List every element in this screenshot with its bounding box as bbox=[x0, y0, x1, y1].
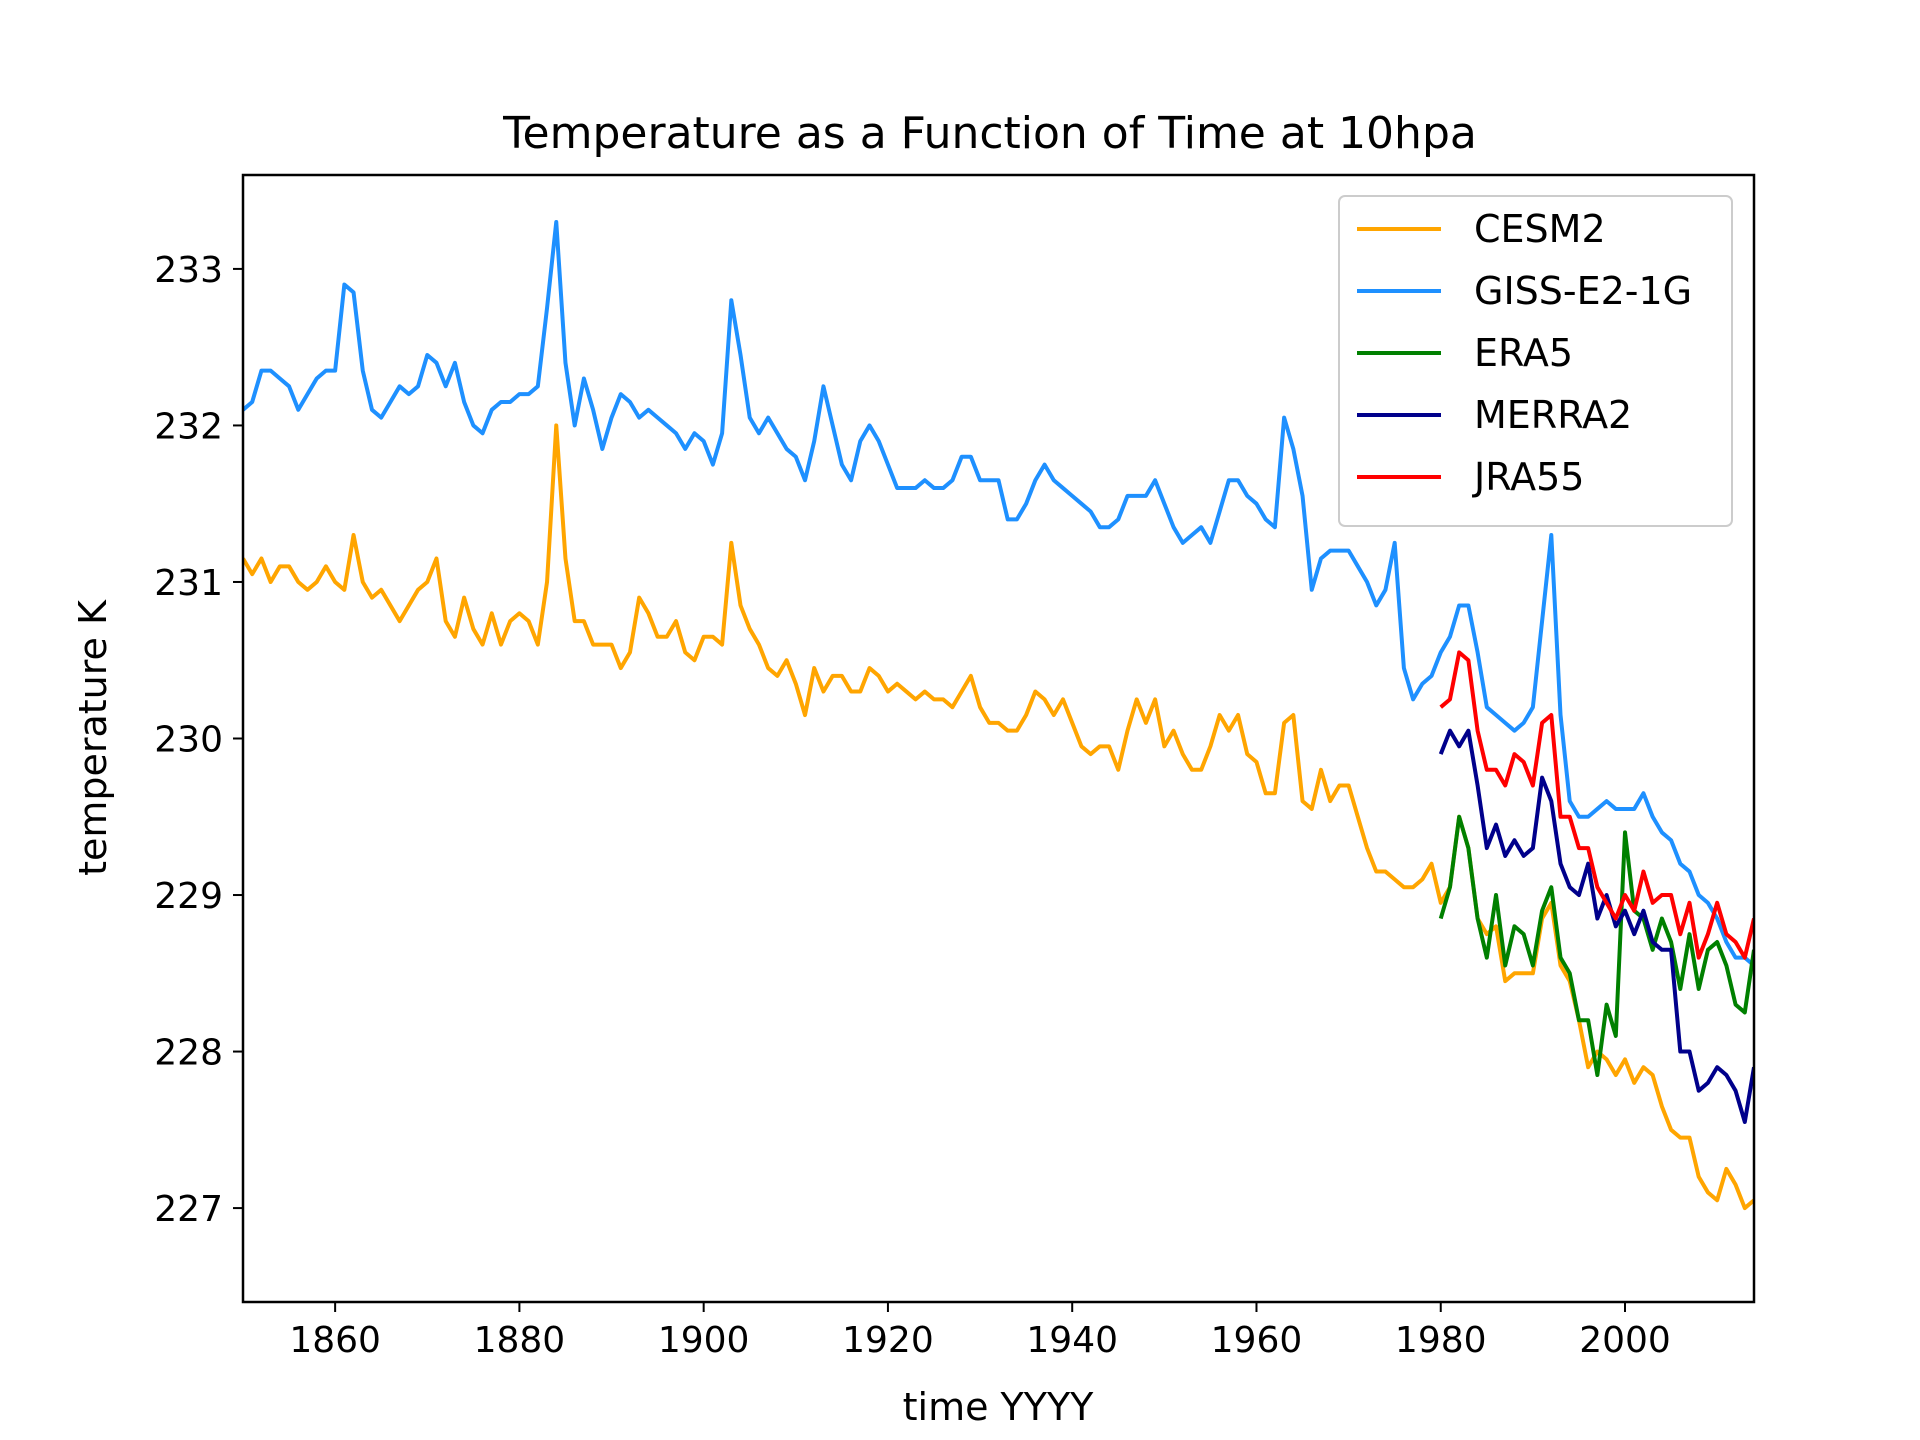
y-tick-label: 227 bbox=[154, 1189, 223, 1230]
x-axis: 1860 1880 1900 1920 1940 1960 1980 2000 bbox=[289, 1302, 1671, 1361]
legend-label: GISS-E2-1G bbox=[1474, 269, 1692, 313]
series-line-era5 bbox=[1438, 814, 1754, 1078]
y-tick-label: 232 bbox=[154, 406, 223, 447]
x-axis-label: time YYYY bbox=[903, 1385, 1095, 1429]
y-tick-label: 229 bbox=[154, 876, 223, 917]
legend-label: JRA55 bbox=[1472, 455, 1584, 499]
y-tick-label: 230 bbox=[154, 720, 223, 761]
series-line-merra2 bbox=[1438, 728, 1754, 1124]
x-tick-label: 1940 bbox=[1026, 1320, 1118, 1361]
y-tick-label: 231 bbox=[154, 563, 223, 604]
chart-title: Temperature as a Function of Time at 10h… bbox=[502, 108, 1477, 159]
series-line-cesm2 bbox=[243, 423, 1754, 1211]
y-tick-label: 233 bbox=[154, 250, 223, 291]
x-tick-label: 1980 bbox=[1395, 1320, 1487, 1361]
y-axis: 227 228 229 230 231 232 233 bbox=[154, 250, 243, 1230]
x-tick-label: 1860 bbox=[289, 1320, 381, 1361]
x-tick-label: 2000 bbox=[1579, 1320, 1671, 1361]
x-tick-label: 1900 bbox=[658, 1320, 750, 1361]
y-tick-label: 228 bbox=[154, 1033, 223, 1074]
x-tick-label: 1880 bbox=[474, 1320, 566, 1361]
legend-label: MERRA2 bbox=[1474, 393, 1632, 437]
x-tick-label: 1920 bbox=[842, 1320, 934, 1361]
x-tick-label: 1960 bbox=[1211, 1320, 1303, 1361]
legend: CESM2 GISS-E2-1G ERA5 MERRA2 JRA55 bbox=[1338, 195, 1733, 527]
series-line-jra55 bbox=[1439, 650, 1754, 960]
series-line-giss-e2-1g bbox=[243, 219, 1754, 967]
legend-box bbox=[1338, 195, 1733, 527]
legend-label: CESM2 bbox=[1474, 207, 1606, 251]
y-axis-label: temperature K bbox=[71, 599, 115, 876]
legend-label: ERA5 bbox=[1474, 331, 1573, 375]
plot-area bbox=[243, 219, 1754, 1211]
